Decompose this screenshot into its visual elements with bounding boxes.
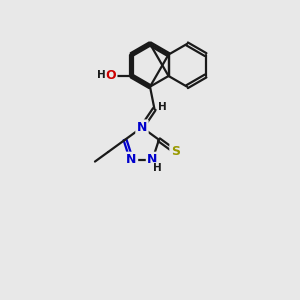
Text: N: N — [137, 121, 147, 134]
Text: O: O — [105, 70, 116, 83]
Text: N: N — [147, 153, 158, 166]
Text: H: H — [152, 163, 161, 173]
Text: N: N — [126, 153, 137, 166]
Text: S: S — [171, 145, 180, 158]
Text: H: H — [97, 70, 106, 80]
Text: H: H — [158, 103, 166, 112]
